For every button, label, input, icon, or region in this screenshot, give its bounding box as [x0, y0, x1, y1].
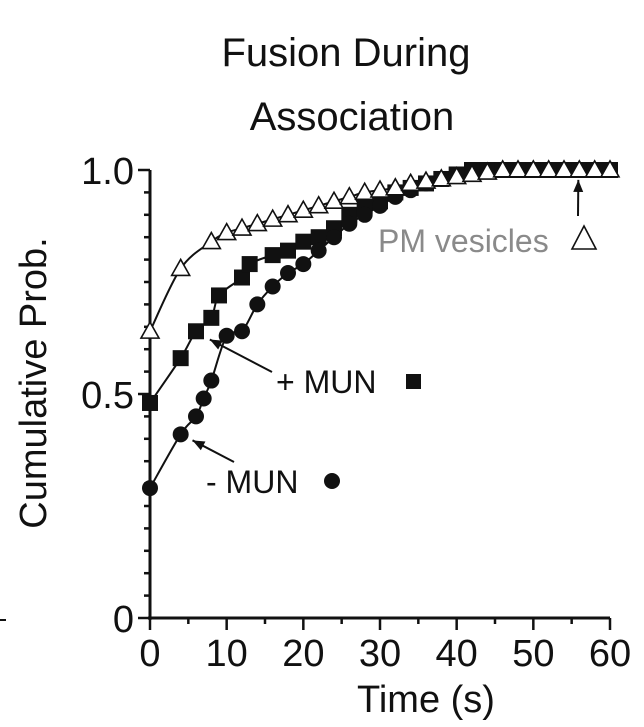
- series-markers: [139, 159, 621, 339]
- series-layer: [139, 159, 621, 497]
- data-point: [430, 168, 452, 187]
- data-point: [172, 350, 189, 367]
- y-tick-label: 1.0: [81, 151, 134, 193]
- data-point: [538, 159, 560, 178]
- x-tick-label: 50: [512, 633, 554, 675]
- data-point: [553, 159, 575, 178]
- pm-vesicles-label: PM vesicles: [378, 223, 549, 259]
- axes: 0 0.5 1.0 0 10 20 30 40 50 60: [81, 151, 631, 675]
- data-point: [369, 179, 391, 198]
- data-point: [264, 278, 281, 295]
- data-point: [568, 159, 590, 178]
- data-point: [170, 257, 192, 277]
- data-point: [188, 408, 204, 425]
- data-point: [246, 213, 268, 232]
- data-point: [216, 221, 238, 241]
- data-point: [249, 296, 266, 313]
- x-tick-label: 60: [589, 633, 631, 675]
- x-axis-label: Time (s): [357, 679, 495, 721]
- chart-title-line-1: Fusion During: [221, 31, 470, 75]
- data-point: [326, 229, 342, 246]
- data-point: [295, 233, 312, 250]
- data-point: [234, 323, 250, 340]
- filled-square-icon: [406, 374, 421, 389]
- data-point: [280, 265, 296, 282]
- data-point: [308, 195, 330, 214]
- annotation-layer: PM vesicles + MUN - MUN: [192, 179, 598, 500]
- minus-mun-label: - MUN: [206, 464, 298, 500]
- minus-mun-arrow-head: [192, 440, 206, 451]
- x-tick-label: 10: [206, 633, 248, 675]
- data-point: [338, 186, 360, 205]
- x-tick-label: 40: [436, 633, 478, 675]
- data-point: [139, 320, 161, 339]
- series-line: [149, 168, 610, 489]
- open-triangle-icon: [570, 224, 598, 250]
- data-point: [372, 197, 388, 214]
- data-point: [599, 159, 621, 178]
- data-point: [277, 204, 299, 223]
- y-tick-label: 0.5: [81, 375, 134, 417]
- data-point: [195, 390, 212, 407]
- data-point: [310, 229, 327, 246]
- data-point: [354, 181, 376, 201]
- data-point: [280, 242, 296, 259]
- data-point: [203, 372, 220, 389]
- data-point: [262, 208, 284, 227]
- chart-title: Fusion During Association: [221, 31, 470, 139]
- data-point: [142, 394, 158, 411]
- data-point: [142, 480, 158, 497]
- data-point: [476, 161, 498, 180]
- data-point: [203, 309, 220, 326]
- x-tick-label: 0: [139, 633, 160, 675]
- data-point: [341, 215, 358, 232]
- data-point: [522, 159, 544, 178]
- data-point: [264, 247, 281, 264]
- series-markers: [142, 162, 618, 497]
- filled-circle-icon: [324, 473, 340, 489]
- y-axis-label: Cumulative Prob.: [13, 237, 55, 528]
- data-point: [461, 163, 483, 183]
- data-point: [415, 170, 437, 189]
- data-point: [323, 190, 345, 209]
- data-point: [188, 323, 204, 340]
- data-point: [200, 230, 222, 250]
- x-tick-label: 30: [359, 633, 401, 675]
- data-point: [295, 256, 312, 273]
- data-point: [356, 206, 373, 223]
- chart-title-line-2: Association: [250, 95, 455, 139]
- data-point: [584, 159, 606, 178]
- data-point: [211, 287, 227, 304]
- data-point: [507, 159, 529, 178]
- pm-vesicles-arrow-head: [573, 179, 584, 192]
- data-point: [492, 159, 514, 178]
- plus-mun-label: + MUN: [276, 364, 376, 400]
- y-tick-label: 0: [113, 599, 134, 641]
- data-point: [234, 269, 250, 286]
- data-point: [446, 165, 468, 185]
- data-point: [231, 217, 253, 236]
- data-point: [400, 172, 422, 192]
- plus-mun-arrow-head: [209, 339, 223, 350]
- data-point: [218, 327, 235, 344]
- pm-vesicles-legend-symbol: [570, 224, 598, 250]
- data-point: [172, 426, 189, 443]
- data-point: [292, 199, 314, 218]
- data-point: [384, 177, 406, 196]
- x-tick-label: 20: [282, 633, 324, 675]
- data-point: [241, 256, 258, 273]
- data-point: [310, 242, 327, 259]
